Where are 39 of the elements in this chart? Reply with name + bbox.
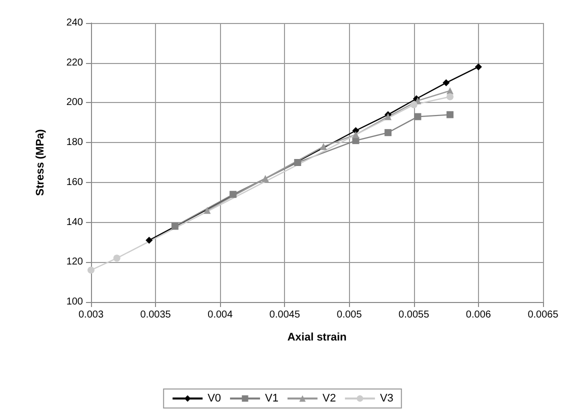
x-tick-label: 0.0055 [398,310,430,320]
y-tick-label: 200 [66,97,84,108]
point [146,236,153,244]
x-tick-label: 0.006 [466,310,492,320]
point [204,206,211,214]
point [474,63,482,70]
y-tick-label: 100 [66,296,84,308]
y-tick-label: 120 [66,256,84,268]
point [414,113,422,120]
legend-label: V2 [322,392,336,404]
point [294,159,302,166]
point [320,143,327,150]
point [384,129,392,136]
point [410,101,418,108]
x-tick-label: 0.0035 [140,310,172,320]
y-tick-label: 220 [66,57,84,68]
y-tick-label: 140 [66,216,84,228]
x-tick-label: 0.0065 [528,310,559,320]
x-axis-title: Axial strain [287,332,347,344]
point [88,266,94,274]
x-tick-label: 0.004 [208,310,234,320]
point [230,190,237,198]
x-tick-label: 0.003 [78,310,104,320]
y-tick-label: 240 [66,18,84,28]
x-tick-label: 0.005 [336,310,362,320]
point [171,222,178,230]
point [446,93,454,100]
legend-label: V0 [208,392,222,404]
point [442,79,450,86]
y-axis-title: Stress (MPa) [34,128,46,196]
point [352,131,360,138]
legend-label: V3 [380,392,394,404]
point [113,254,120,262]
x-tick-label: 0.0045 [269,310,300,320]
point [446,111,454,118]
y-tick-label: 160 [66,176,84,188]
y-tick-label: 180 [66,137,84,148]
legend-label: V1 [265,392,279,404]
point [262,174,269,182]
